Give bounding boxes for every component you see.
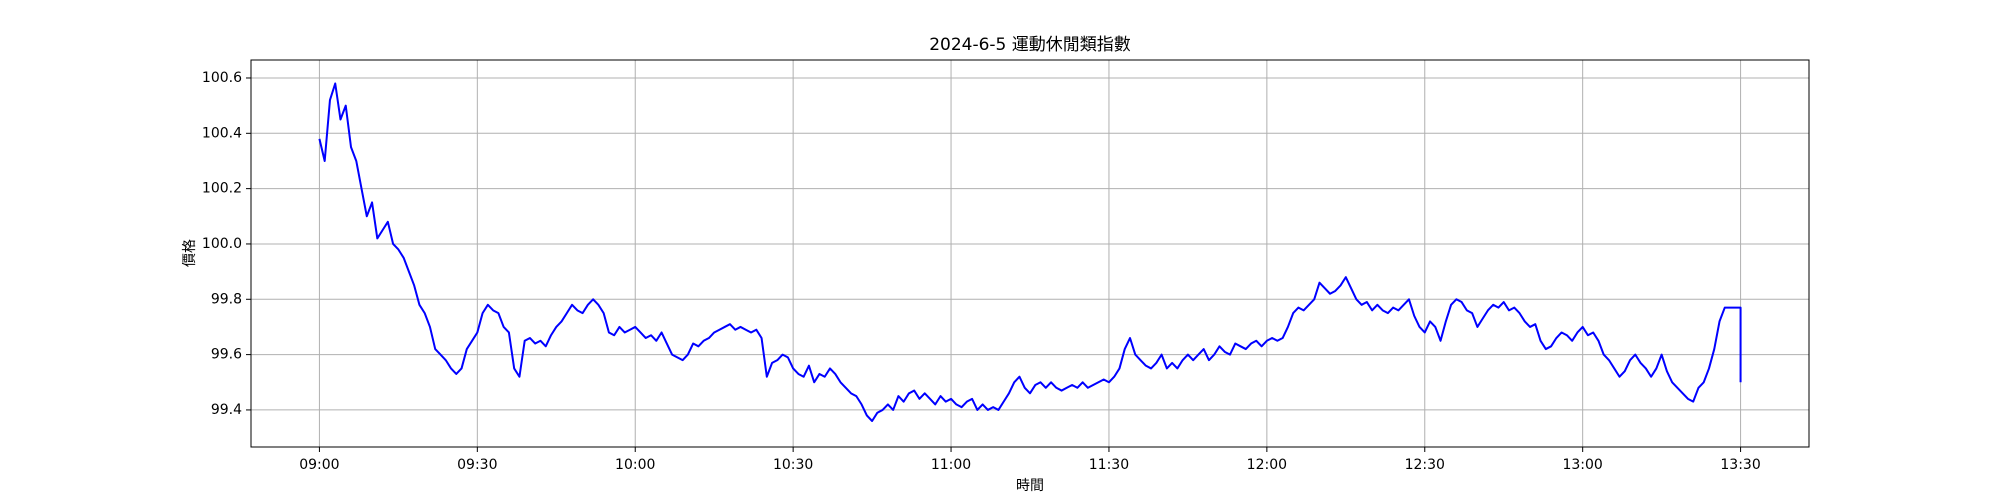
chart-title: 2024-6-5 運動休閒類指數 <box>929 35 1131 55</box>
x-tick-label: 10:00 <box>615 457 655 473</box>
x-tick-label: 11:30 <box>1089 457 1129 473</box>
x-tick-label: 12:00 <box>1247 457 1287 473</box>
x-tick-label: 09:30 <box>457 457 497 473</box>
plot-frame <box>250 59 1810 448</box>
y-tick-label: 99.6 <box>211 347 242 363</box>
y-tick-label: 100.0 <box>202 236 242 252</box>
x-tick-label: 09:00 <box>299 457 339 473</box>
y-tick-label: 99.4 <box>211 402 242 418</box>
y-axis-label: 價格 <box>181 239 198 267</box>
y-tick-label: 100.2 <box>202 181 242 197</box>
x-tick-label: 12:30 <box>1405 457 1445 473</box>
x-tick-label: 11:00 <box>931 457 971 473</box>
x-tick-label: 10:30 <box>773 457 813 473</box>
y-tick-label: 99.8 <box>211 291 242 307</box>
y-tick-label: 100.6 <box>202 70 242 86</box>
price-line <box>318 82 1742 422</box>
y-tick-label: 100.4 <box>202 125 242 141</box>
x-tick-label: 13:00 <box>1562 457 1602 473</box>
x-tick-label: 13:30 <box>1720 457 1760 473</box>
x-axis-label: 時間 <box>1016 478 1044 494</box>
